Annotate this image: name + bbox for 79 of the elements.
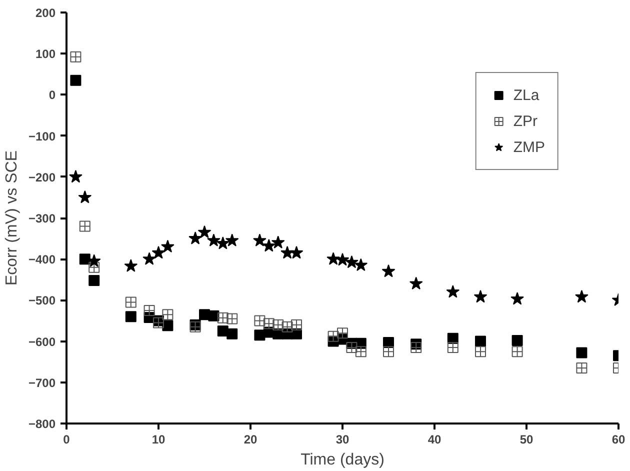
- point: [217, 312, 228, 324]
- point: [226, 328, 238, 340]
- point: [382, 264, 396, 278]
- x-tick-label: 30: [336, 432, 350, 446]
- point: [188, 232, 202, 244]
- x-tick-label: 0: [63, 432, 70, 446]
- point: [253, 234, 266, 246]
- point: [225, 234, 239, 246]
- y-tick-label: −500: [28, 294, 56, 308]
- point: [125, 296, 136, 308]
- y-tick-label: −400: [28, 252, 56, 267]
- point: [510, 292, 524, 305]
- point: [512, 346, 523, 358]
- point: [142, 252, 156, 265]
- point: [198, 225, 212, 238]
- point: [79, 254, 90, 265]
- legend-label: ZPr: [513, 112, 538, 130]
- point: [271, 236, 285, 248]
- y-tick-label: −200: [28, 170, 56, 184]
- point: [207, 234, 220, 246]
- x-tick-label: 50: [520, 432, 534, 446]
- point: [79, 220, 90, 232]
- point: [447, 342, 458, 353]
- point: [152, 246, 166, 259]
- point: [446, 284, 460, 298]
- point: [162, 309, 174, 320]
- point: [78, 190, 92, 204]
- y-tick-label: −100: [28, 129, 56, 144]
- point: [226, 313, 238, 324]
- point: [576, 347, 588, 358]
- point: [70, 51, 82, 62]
- y-tick-label: 0: [48, 88, 56, 102]
- y-tick-label: 100: [35, 47, 56, 62]
- point: [272, 319, 284, 330]
- point: [216, 236, 230, 250]
- point: [336, 252, 350, 266]
- point: [124, 259, 138, 272]
- point: [282, 321, 293, 332]
- y-tick-label: −600: [28, 334, 56, 349]
- point: [280, 246, 294, 259]
- point: [290, 246, 304, 259]
- point: [409, 276, 423, 290]
- point: [474, 290, 488, 303]
- point: [345, 255, 358, 268]
- point: [337, 328, 348, 339]
- y-tick-label: 200: [35, 6, 56, 20]
- point: [576, 362, 588, 374]
- legend-label: ZLa: [513, 86, 540, 104]
- point: [575, 290, 588, 303]
- point: [262, 238, 276, 252]
- point: [161, 240, 174, 253]
- point: [475, 336, 486, 347]
- point: [291, 319, 302, 330]
- y-tick-label: −700: [28, 376, 56, 390]
- y-tick-label: −300: [28, 212, 56, 226]
- x-tick-label: 60: [612, 432, 626, 446]
- point: [208, 310, 220, 322]
- point: [254, 330, 266, 341]
- point: [354, 258, 368, 272]
- point: [410, 342, 422, 353]
- x-axis-title: Time (days): [300, 452, 384, 468]
- point: [88, 274, 100, 286]
- point: [125, 311, 136, 322]
- y-axis-title: Ecorr (mV) vs SCE: [3, 150, 20, 286]
- point: [512, 334, 523, 346]
- point: [69, 170, 82, 183]
- x-tick-label: 20: [244, 432, 258, 446]
- x-tick-label: 10: [152, 432, 166, 446]
- point: [475, 346, 486, 358]
- point: [326, 252, 340, 265]
- point: [144, 304, 155, 316]
- point: [88, 262, 100, 273]
- legend-label: ZMP: [513, 138, 545, 156]
- x-tick-label: 40: [428, 432, 442, 446]
- point: [383, 346, 394, 358]
- y-tick-label: −800: [28, 417, 56, 431]
- point: [328, 330, 339, 342]
- point: [162, 320, 174, 332]
- point: [70, 74, 82, 86]
